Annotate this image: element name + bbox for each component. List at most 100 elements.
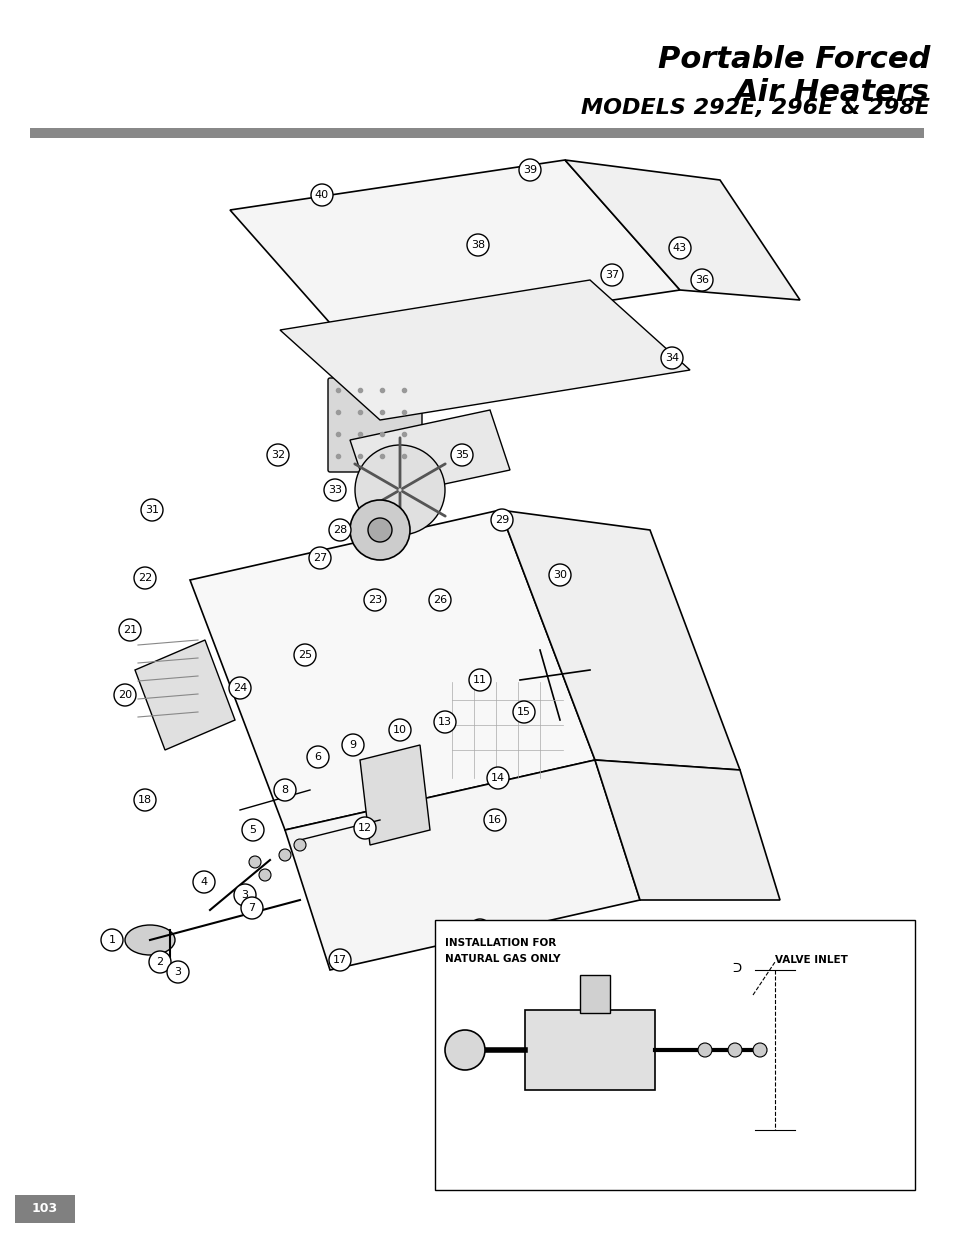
- Circle shape: [274, 779, 295, 802]
- Circle shape: [233, 884, 255, 906]
- Polygon shape: [190, 510, 595, 830]
- Circle shape: [294, 839, 306, 851]
- Text: 8: 8: [281, 785, 288, 795]
- Circle shape: [241, 897, 263, 919]
- Circle shape: [708, 1065, 730, 1086]
- Text: 26: 26: [433, 595, 447, 605]
- FancyBboxPatch shape: [450, 680, 564, 781]
- FancyBboxPatch shape: [524, 1010, 655, 1091]
- Circle shape: [467, 233, 489, 256]
- Circle shape: [307, 746, 329, 768]
- Circle shape: [534, 1124, 556, 1146]
- Circle shape: [101, 929, 123, 951]
- Text: 9: 9: [349, 740, 356, 750]
- Text: 20: 20: [118, 690, 132, 700]
- Text: 35: 35: [455, 450, 469, 459]
- Text: 13: 13: [437, 718, 452, 727]
- FancyArrowPatch shape: [355, 464, 397, 489]
- Circle shape: [193, 871, 214, 893]
- Circle shape: [278, 848, 291, 861]
- Text: 41: 41: [672, 1070, 686, 1079]
- Text: 42: 42: [712, 1070, 726, 1079]
- Text: 7: 7: [248, 903, 255, 913]
- Circle shape: [698, 1044, 711, 1057]
- Circle shape: [267, 445, 289, 466]
- Circle shape: [727, 1044, 741, 1057]
- Circle shape: [113, 684, 136, 706]
- Circle shape: [341, 734, 364, 756]
- Circle shape: [660, 347, 682, 369]
- Text: 41: 41: [707, 1130, 721, 1140]
- Circle shape: [354, 818, 375, 839]
- Text: 14: 14: [491, 773, 504, 783]
- Circle shape: [451, 445, 473, 466]
- Text: 40: 40: [314, 190, 329, 200]
- Text: INSTALLATION FOR: INSTALLATION FOR: [444, 939, 556, 948]
- Text: 10: 10: [393, 725, 407, 735]
- Circle shape: [133, 567, 156, 589]
- Circle shape: [368, 517, 392, 542]
- Text: 21: 21: [123, 625, 137, 635]
- Text: 31: 31: [145, 505, 159, 515]
- Text: 25: 25: [297, 650, 312, 659]
- Text: 17: 17: [333, 955, 347, 965]
- Text: 18: 18: [138, 795, 152, 805]
- Text: 33: 33: [328, 485, 341, 495]
- Polygon shape: [564, 161, 800, 300]
- Text: 43: 43: [672, 243, 686, 253]
- Circle shape: [119, 619, 141, 641]
- Circle shape: [668, 237, 690, 259]
- Circle shape: [167, 961, 189, 983]
- Text: 28: 28: [333, 525, 347, 535]
- Text: 30: 30: [553, 571, 566, 580]
- Circle shape: [242, 819, 264, 841]
- Circle shape: [294, 643, 315, 666]
- Text: 1: 1: [481, 1100, 488, 1110]
- FancyBboxPatch shape: [328, 378, 421, 472]
- Text: 16: 16: [488, 815, 501, 825]
- Circle shape: [513, 701, 535, 722]
- Circle shape: [469, 669, 491, 692]
- Circle shape: [486, 767, 509, 789]
- Circle shape: [483, 809, 505, 831]
- Circle shape: [548, 564, 571, 585]
- Text: 22: 22: [138, 573, 152, 583]
- Circle shape: [329, 519, 351, 541]
- Circle shape: [690, 269, 712, 291]
- Text: 37: 37: [604, 270, 618, 280]
- Circle shape: [434, 711, 456, 734]
- Text: 103: 103: [31, 1203, 58, 1215]
- Text: 2: 2: [541, 1130, 548, 1140]
- Circle shape: [703, 1124, 725, 1146]
- Circle shape: [518, 159, 540, 182]
- Polygon shape: [350, 410, 510, 500]
- FancyArrowPatch shape: [402, 464, 445, 489]
- Text: 15: 15: [517, 706, 531, 718]
- Text: 29: 29: [495, 515, 509, 525]
- Circle shape: [133, 789, 156, 811]
- Text: 4: 4: [200, 877, 208, 887]
- Text: 1: 1: [109, 935, 115, 945]
- Text: 36: 36: [695, 275, 708, 285]
- Text: Portable Forced: Portable Forced: [657, 44, 929, 74]
- Text: 24: 24: [233, 683, 247, 693]
- Text: 12: 12: [357, 823, 372, 832]
- Circle shape: [149, 951, 171, 973]
- Bar: [15, 1195, 75, 1223]
- Polygon shape: [135, 640, 234, 750]
- Circle shape: [311, 184, 333, 206]
- Text: 42: 42: [767, 1130, 781, 1140]
- Circle shape: [329, 948, 351, 971]
- FancyArrowPatch shape: [402, 492, 445, 516]
- FancyArrowPatch shape: [355, 492, 397, 516]
- Circle shape: [491, 509, 513, 531]
- Text: 23: 23: [368, 595, 381, 605]
- Circle shape: [258, 869, 271, 881]
- Bar: [579, 974, 609, 1013]
- Ellipse shape: [125, 925, 174, 955]
- Text: 19: 19: [473, 925, 487, 935]
- Circle shape: [324, 479, 346, 501]
- Text: 2: 2: [156, 957, 163, 967]
- Text: Air Heaters: Air Heaters: [735, 78, 929, 107]
- Circle shape: [600, 264, 622, 287]
